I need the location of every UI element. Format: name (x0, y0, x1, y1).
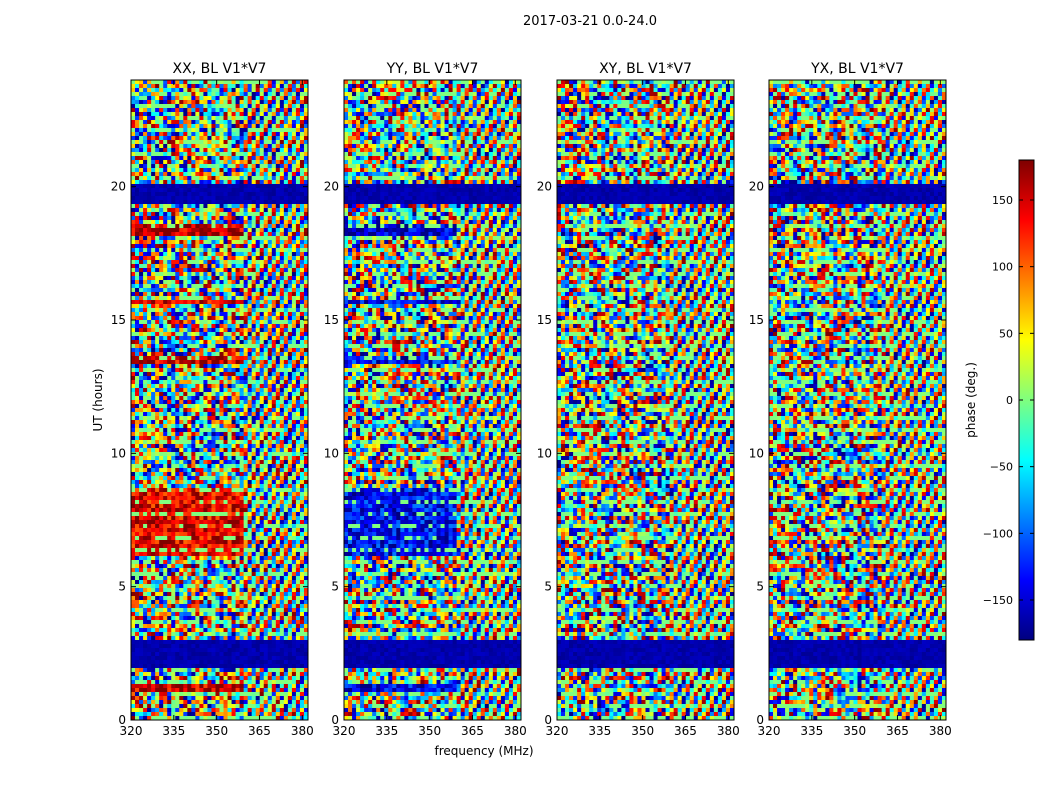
y-tick-label: 15 (537, 313, 552, 327)
x-tick-label: 335 (375, 724, 398, 738)
panels-group: XX, BL V1*V7 320 335 350 365 380 0 5 10 15 20 UT (h… (91, 61, 952, 758)
y-tick-label: 10 (749, 446, 764, 460)
x-tick-label: 380 (504, 724, 527, 738)
y-tick-label: 5 (118, 580, 126, 594)
panel-2: YY, BL V1*V7 320 335 350 365 380 0 5 10 15 20 frequ… (324, 61, 534, 758)
y-tick-label: 15 (749, 313, 764, 327)
colorbar-tick-label: 50 (999, 327, 1013, 340)
panel-frame (343, 79, 522, 721)
y-tick-label: 20 (111, 180, 126, 194)
x-tick-label: 365 (461, 724, 484, 738)
y-tick-label: 20 (537, 180, 552, 194)
y-tick-label: 0 (756, 713, 764, 727)
panel-frame (130, 79, 309, 721)
heatmap-cells (131, 80, 309, 721)
heatmap-cells (769, 80, 947, 721)
heatmap-cells (344, 80, 522, 721)
x-tick-label: 320 (546, 724, 569, 738)
x-tick-label: 365 (248, 724, 271, 738)
y-tick-label: 0 (118, 713, 126, 727)
panel-frame (768, 79, 947, 721)
colorbar-label: phase (deg.) (964, 362, 978, 438)
x-tick-label: 335 (588, 724, 611, 738)
y-tick-label: 15 (324, 313, 339, 327)
y-axis-label: UT (hours) (91, 368, 105, 431)
x-tick-label: 380 (929, 724, 952, 738)
figure-title: 2017-03-21 0.0-24.0 (0, 14, 1050, 29)
panel-4: YX, BL V1*V7 320 335 350 365 380 0 5 10 15 20 (749, 61, 952, 738)
panel-title: YX, BL V1*V7 (810, 61, 904, 77)
colorbar-tick-label: 0 (1006, 394, 1013, 407)
colorbar-tick-label: −150 (983, 594, 1013, 607)
x-tick-label: 350 (631, 724, 654, 738)
x-tick-label: 350 (205, 724, 228, 738)
panel-1: XX, BL V1*V7 320 335 350 365 380 0 5 10 15 20 UT (h… (91, 61, 314, 738)
colorbar-tick-label: −50 (990, 461, 1013, 474)
panel-frame (556, 79, 735, 721)
x-tick-label: 320 (333, 724, 356, 738)
panel-3: XY, BL V1*V7 320 335 350 365 380 0 5 10 15 20 (537, 61, 740, 738)
y-tick-label: 20 (324, 180, 339, 194)
x-axis-label: frequency (MHz) (434, 744, 533, 758)
y-tick-label: 5 (544, 580, 552, 594)
y-tick-label: 10 (537, 446, 552, 460)
y-tick-label: 20 (749, 180, 764, 194)
y-tick-label: 5 (756, 580, 764, 594)
x-tick-label: 320 (758, 724, 781, 738)
y-tick-label: 0 (544, 713, 552, 727)
colorbar-tick-label: 100 (992, 261, 1013, 274)
colorbar-tick-label: −100 (983, 527, 1013, 540)
x-tick-label: 380 (291, 724, 314, 738)
x-tick-label: 335 (800, 724, 823, 738)
x-tick-label: 350 (843, 724, 866, 738)
x-tick-label: 365 (674, 724, 697, 738)
y-tick-label: 15 (111, 313, 126, 327)
y-tick-label: 10 (111, 446, 126, 460)
x-tick-label: 335 (162, 724, 185, 738)
heatmap-cells (557, 80, 735, 721)
panel-title: XX, BL V1*V7 (173, 61, 267, 77)
y-tick-label: 10 (324, 446, 339, 460)
panel-title: XY, BL V1*V7 (599, 61, 692, 77)
colorbar-tick-label: 150 (992, 194, 1013, 207)
x-tick-label: 380 (717, 724, 740, 738)
y-tick-label: 0 (331, 713, 339, 727)
x-tick-label: 320 (120, 724, 143, 738)
y-tick-label: 5 (331, 580, 339, 594)
colorbar: 150 100 50 0 −50 −100 −150 phase (deg.) (964, 159, 1035, 641)
x-tick-label: 350 (418, 724, 441, 738)
panel-title: YY, BL V1*V7 (386, 61, 479, 77)
x-tick-label: 365 (886, 724, 909, 738)
